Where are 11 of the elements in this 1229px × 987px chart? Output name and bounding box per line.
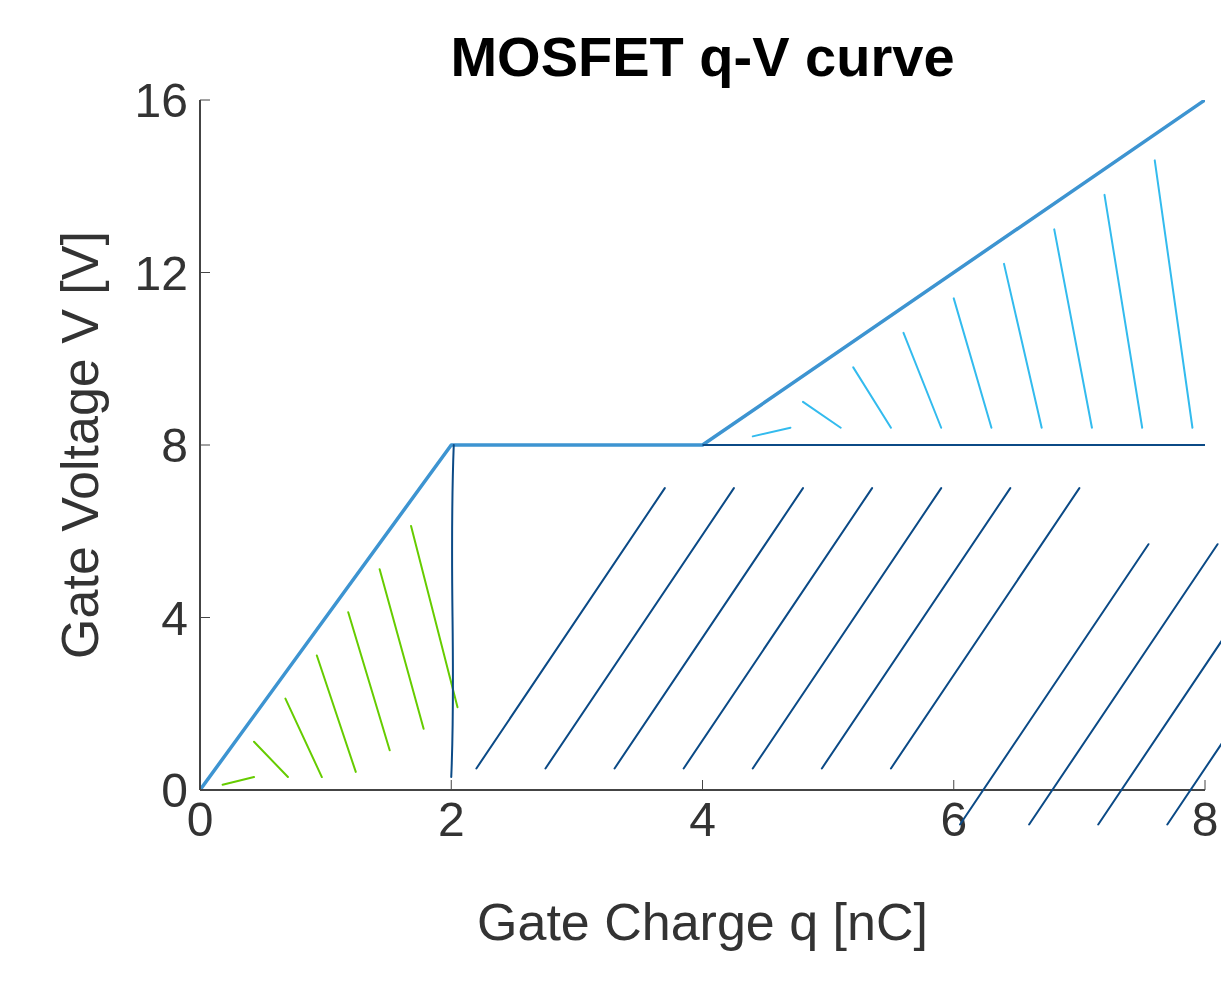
x-tick-label: 2 [437, 793, 465, 847]
x-tick-label: 6 [940, 793, 968, 847]
y-tick-label: 16 [134, 74, 188, 128]
x-tick-label: 4 [689, 793, 716, 847]
y-tick-label: 8 [161, 419, 188, 473]
x-axis-title: Gate Charge q [nC] [477, 893, 928, 951]
x-tick-label: 8 [1191, 793, 1219, 847]
y-tick-label: 4 [161, 591, 188, 645]
y-axis-title: Gate Voltage V [V] [51, 231, 110, 659]
y-tick-label: 12 [134, 246, 188, 300]
chart-title: MOSFET q-V curve [450, 25, 955, 88]
